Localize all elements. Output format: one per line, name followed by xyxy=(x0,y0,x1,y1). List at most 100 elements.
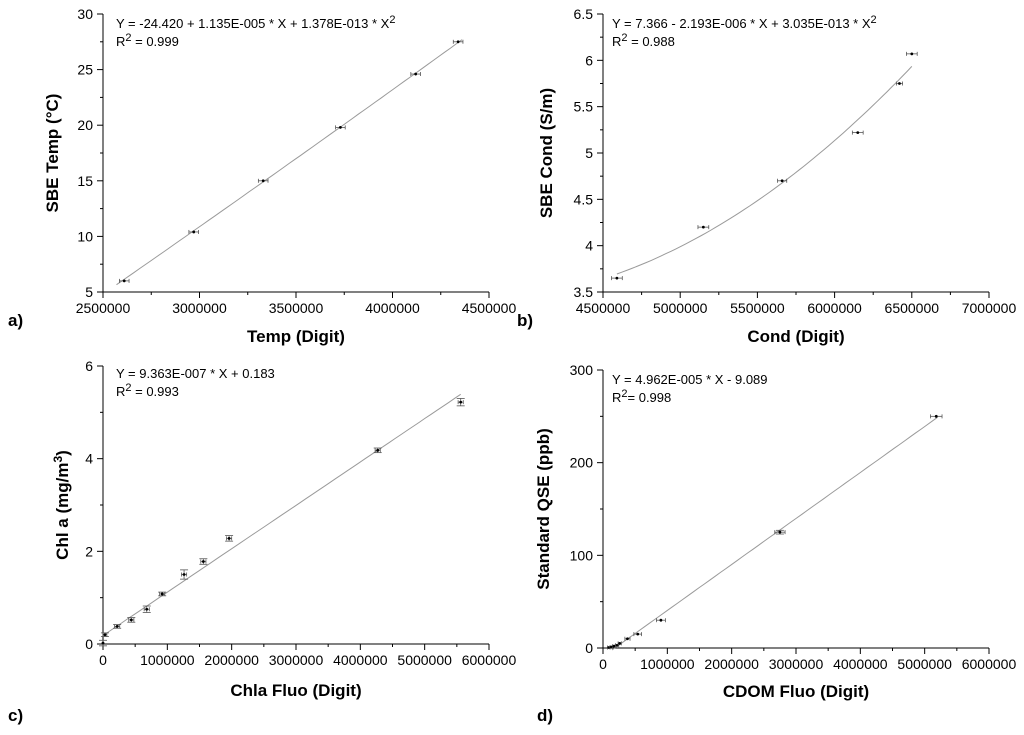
data-point xyxy=(934,414,938,418)
y-tick-label: 15 xyxy=(77,173,93,189)
panel-label: b) xyxy=(517,311,533,330)
x-tick-label: 7000000 xyxy=(962,300,1017,316)
fit-line xyxy=(116,39,463,286)
y-tick-label: 100 xyxy=(570,547,594,563)
data-point xyxy=(261,179,265,183)
panel-label: d) xyxy=(537,706,553,725)
data-point xyxy=(338,126,342,129)
r-squared: R2= 0.998 xyxy=(612,388,671,405)
data-point xyxy=(414,72,418,76)
y-tick-label: 25 xyxy=(77,62,93,78)
x-tick-label: 3000000 xyxy=(269,652,324,668)
x-tick-label: 0 xyxy=(99,652,107,668)
x-tick-label: 6000000 xyxy=(807,300,862,316)
y-axis-title: Standard QSE (ppb) xyxy=(534,428,553,590)
y-tick-label: 0 xyxy=(585,640,593,656)
data-point xyxy=(456,40,460,44)
y-tick-label: 0 xyxy=(85,636,93,652)
x-tick-label: 4000000 xyxy=(833,656,888,672)
data-point xyxy=(609,645,613,649)
y-tick-label: 6 xyxy=(585,52,593,68)
data-point xyxy=(145,607,149,611)
x-tick-label: 4500000 xyxy=(576,300,631,316)
y-tick-label: 30 xyxy=(77,6,93,22)
y-tick-label: 6 xyxy=(85,358,93,374)
data-point xyxy=(636,632,640,636)
y-axis-title: Chl a (mg/m3) xyxy=(51,450,72,560)
data-point xyxy=(122,279,126,283)
x-tick-label: 6000000 xyxy=(462,652,517,668)
data-point xyxy=(103,633,107,637)
y-tick-label: 5.5 xyxy=(574,99,594,115)
x-tick-label: 2500000 xyxy=(76,300,131,316)
fit-equation: Y = 4.962E-005 * X - 9.089 xyxy=(612,372,768,387)
y-tick-label: 5 xyxy=(585,145,593,161)
data-point xyxy=(376,448,380,452)
panel-b: 4500000 5000000 5500000 6000000 6500000 70000… xyxy=(517,6,1016,346)
panel-a: 2500000 3000000 3500000 4000000 4500000 5 10 15… xyxy=(8,6,516,346)
x-axis-title: Chla Fluo (Digit) xyxy=(230,681,361,700)
r-squared: R2 = 0.988 xyxy=(612,32,675,49)
y-axis-title: SBE Cond (S/m) xyxy=(537,88,556,218)
x-tick-label: 1000000 xyxy=(640,656,695,672)
x-tick-label: 6000000 xyxy=(962,656,1017,672)
data-point xyxy=(227,536,231,540)
data-point xyxy=(182,573,186,576)
data-point xyxy=(129,618,133,622)
x-axis-title: Cond (Digit) xyxy=(747,327,844,346)
x-tick-label: 2000000 xyxy=(204,652,259,668)
x-tick-label: 6500000 xyxy=(885,300,940,316)
r-squared: R2 = 0.999 xyxy=(116,32,179,49)
y-tick-label: 4 xyxy=(85,451,93,467)
fit-equation: Y = 7.366 - 2.193E-006 * X + 3.035E-013 … xyxy=(612,14,877,31)
data-point xyxy=(201,560,205,563)
data-point xyxy=(459,400,463,404)
fit-line xyxy=(102,393,461,636)
y-tick-label: 4.5 xyxy=(574,191,594,207)
data-point xyxy=(607,646,611,649)
y-tick-label: 300 xyxy=(570,362,594,378)
data-point xyxy=(192,230,196,234)
y-tick-label: 5 xyxy=(85,284,93,300)
fit-equation: Y = -24.420 + 1.135E-005 * X + 1.378E-01… xyxy=(116,14,395,31)
data-point xyxy=(910,52,914,56)
x-tick-label: 5000000 xyxy=(397,652,452,668)
y-axis-title: SBE Temp (°C) xyxy=(43,94,62,213)
x-tick-label: 4000000 xyxy=(365,300,420,316)
y-tick-label: 200 xyxy=(570,455,594,471)
x-tick-label: 5000000 xyxy=(897,656,952,672)
data-point xyxy=(856,131,860,135)
x-tick-label: 3000000 xyxy=(172,300,227,316)
y-tick-label: 4 xyxy=(585,238,593,254)
data-point xyxy=(780,179,784,183)
x-tick-label: 3500000 xyxy=(269,300,324,316)
data-point xyxy=(898,82,901,85)
panel-c: 0 1000000 2000000 3000000 4000000 5000000 6000… xyxy=(8,358,516,725)
data-point xyxy=(160,592,164,596)
data-point xyxy=(615,276,619,280)
r-squared: R2 = 0.993 xyxy=(116,382,179,399)
y-tick-label: 2 xyxy=(85,543,93,559)
fit-line xyxy=(616,66,913,275)
x-tick-label: 5500000 xyxy=(730,300,785,316)
x-tick-label: 1000000 xyxy=(140,652,195,668)
x-tick-label: 3000000 xyxy=(769,656,824,672)
panel-d: 0 1000000 2000000 3000000 4000000 5000000 6000… xyxy=(534,362,1016,725)
data-point xyxy=(626,637,629,641)
y-tick-label: 20 xyxy=(77,117,93,133)
data-point xyxy=(612,644,616,648)
panel-label: c) xyxy=(8,706,23,725)
data-point xyxy=(778,530,782,534)
data-point xyxy=(701,225,705,229)
x-tick-label: 2000000 xyxy=(704,656,759,672)
x-tick-label: 0 xyxy=(599,656,607,672)
y-tick-label: 10 xyxy=(77,228,93,244)
x-axis-title: Temp (Digit) xyxy=(247,327,345,346)
x-tick-label: 4000000 xyxy=(333,652,388,668)
data-point xyxy=(659,618,663,622)
x-axis-title: CDOM Fluo (Digit) xyxy=(723,682,869,701)
fit-equation: Y = 9.363E-007 * X + 0.183 xyxy=(116,366,275,381)
data-point xyxy=(101,641,105,645)
x-tick-label: 5000000 xyxy=(653,300,708,316)
